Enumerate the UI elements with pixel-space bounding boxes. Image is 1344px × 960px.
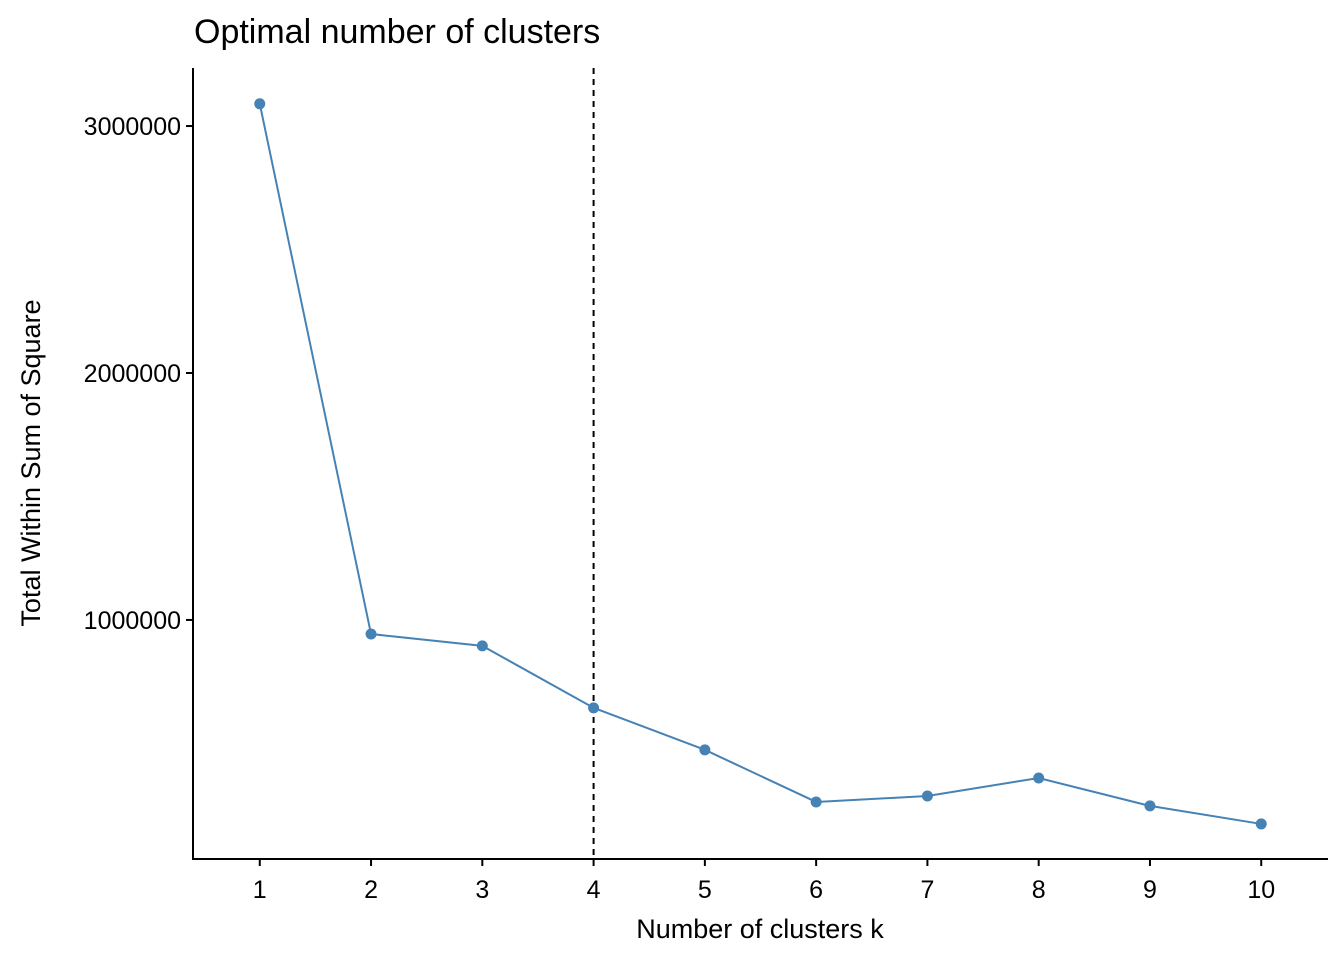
x-tick-label: 4 xyxy=(587,876,601,904)
point xyxy=(1144,800,1156,812)
x-tick-label: 9 xyxy=(1143,876,1157,904)
x-tick-label: 8 xyxy=(1032,876,1046,904)
x-tick-label: 7 xyxy=(920,876,934,904)
y-tick-label: 1000000 xyxy=(84,607,181,635)
point xyxy=(810,796,822,808)
x-axis-label: Number of clusters k xyxy=(636,914,884,944)
point xyxy=(365,628,377,640)
x-tick-label: 6 xyxy=(809,876,823,904)
x-tick-label: 2 xyxy=(364,876,378,904)
chart-title: Optimal number of clusters xyxy=(194,13,600,51)
point xyxy=(588,702,600,714)
x-tick-label: 3 xyxy=(475,876,489,904)
point xyxy=(476,640,488,652)
y-axis-label: Total Within Sum of Square xyxy=(16,299,46,626)
point xyxy=(921,790,933,802)
y-tick-label: 2000000 xyxy=(84,360,181,388)
x-tick-label: 1 xyxy=(253,876,267,904)
point xyxy=(1255,818,1267,830)
x-tick-label: 5 xyxy=(698,876,712,904)
series-line xyxy=(258,103,1262,825)
y-tick-label: 3000000 xyxy=(84,113,181,141)
point xyxy=(1033,772,1045,784)
x-tick-label: 10 xyxy=(1247,876,1275,904)
point xyxy=(699,744,711,756)
point xyxy=(254,98,266,110)
